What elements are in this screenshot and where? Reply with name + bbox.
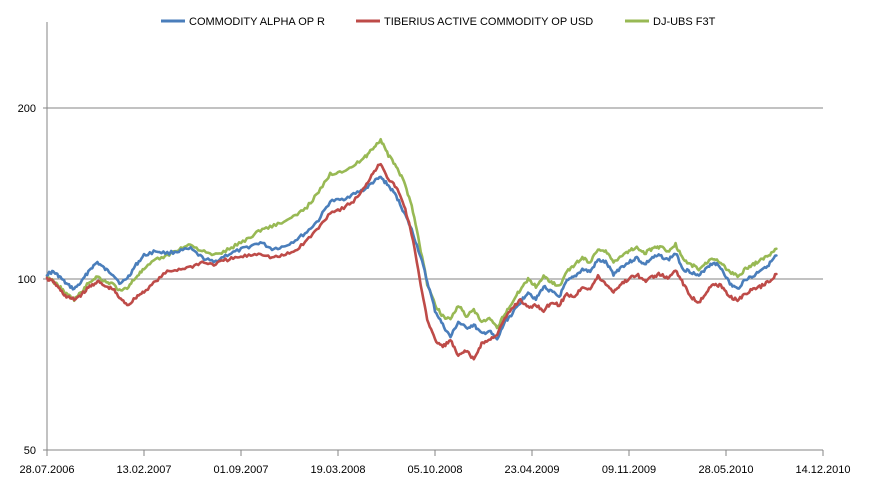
legend: COMMODITY ALPHA OP R TIBERIUS ACTIVE COMM…	[161, 16, 716, 28]
x-tick-label: 13.02.2007	[116, 464, 171, 476]
x-tick-label: 28.07.2006	[19, 464, 74, 476]
legend-label-2: TIBERIUS ACTIVE COMMODITY OP USD	[384, 16, 593, 28]
x-tick-label: 05.10.2008	[407, 464, 462, 476]
x-tick-label: 09.11.2009	[602, 464, 656, 476]
series-line-3	[45, 137, 778, 330]
series-line-2	[45, 162, 778, 361]
series-lines	[45, 137, 778, 361]
x-axis-ticks: 28.07.2006 13.02.2007 01.09.2007 19.03.2008…	[19, 450, 851, 476]
x-tick-label: 01.09.2007	[213, 464, 268, 476]
x-tick-label: 23.04.2009	[504, 464, 559, 476]
legend-label-3: DJ-UBS F3T	[653, 16, 716, 28]
series-line-1	[45, 175, 778, 341]
y-axis-ticks: 50 100 200	[18, 103, 47, 457]
legend-label-1: COMMODITY ALPHA OP R	[189, 16, 325, 28]
x-tick-label: 19.03.2008	[310, 464, 365, 476]
gridlines	[47, 107, 823, 280]
y-tick-label: 50	[24, 445, 36, 457]
x-tick-label: 28.05.2010	[698, 464, 753, 476]
y-tick-label: 200	[18, 103, 36, 115]
x-tick-label: 14.12.2010	[795, 464, 850, 476]
y-tick-label: 100	[18, 274, 36, 286]
axes	[46, 22, 823, 451]
